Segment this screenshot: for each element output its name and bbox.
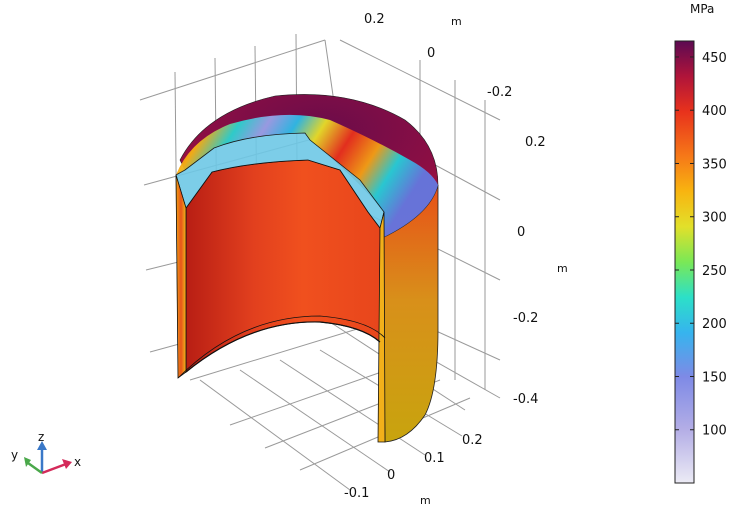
x-tick: -0.1 <box>344 486 369 501</box>
triad-y-head <box>24 457 31 467</box>
z-tick: -0.2 <box>513 311 538 326</box>
grid-line <box>239 369 391 473</box>
left-cut-edge <box>175 174 187 379</box>
y-tick: 0 <box>427 46 435 61</box>
inner-top-ring <box>175 132 385 229</box>
x-axis-label: m <box>420 494 431 507</box>
colorbar-tick-label: 150 <box>702 370 727 385</box>
right-cut-edge <box>377 211 386 443</box>
triad-x-arrow <box>41 462 67 475</box>
colorbar-gradient <box>674 40 695 484</box>
inner-wall-surface <box>185 159 381 373</box>
axis-triad: z x y <box>11 430 81 475</box>
colorbar-ticks: 100 150 200 250 300 350 400 450 <box>675 51 727 439</box>
y-axis: 0.2 0 -0.2 m <box>364 12 512 100</box>
triad-z-head <box>37 441 47 450</box>
bottom-inner-arc <box>185 321 381 373</box>
colorbar: MPa 100 150 200 250 300 350 400 450 <box>674 2 727 484</box>
colorbar-tick-label: 100 <box>702 424 727 439</box>
z-axis-label: m <box>557 262 568 275</box>
colorbar-tick-label: 250 <box>702 264 727 279</box>
colorbar-tick-label: 350 <box>702 157 727 172</box>
triad-x-label: x <box>74 455 81 469</box>
colorbar-tick-label: 450 <box>702 51 727 66</box>
grid-line <box>139 39 326 101</box>
stress-bands <box>176 114 438 238</box>
z-tick: -0.4 <box>513 392 538 407</box>
triad-y-label: y <box>11 448 18 462</box>
triad-z-label: z <box>38 430 44 444</box>
triad-y-arrow <box>27 461 43 475</box>
grid-line <box>189 321 381 381</box>
z-tick: 0 <box>517 225 525 240</box>
y-axis-label: m <box>451 15 462 28</box>
bottom-outer-arc <box>177 315 386 379</box>
z-tick: 0.2 <box>525 135 546 150</box>
cylinder-vessel-surface <box>175 94 439 443</box>
x-tick: 0 <box>387 468 395 483</box>
y-tick: -0.2 <box>487 85 512 100</box>
z-axis: 0.2 0 -0.2 -0.4 m <box>513 135 568 407</box>
colorbar-tick-label: 400 <box>702 104 727 119</box>
grid-line <box>279 359 426 456</box>
grid-line <box>199 379 351 491</box>
x-axis: 0.2 0.1 0 -0.1 m <box>344 433 483 507</box>
y-tick: 0.2 <box>364 12 385 27</box>
x-tick: 0.2 <box>462 433 483 448</box>
colorbar-tick-label: 200 <box>702 317 727 332</box>
colorbar-tick-label: 300 <box>702 211 727 226</box>
triad-x-head <box>62 459 72 469</box>
colorbar-unit: MPa <box>690 2 714 16</box>
x-tick: 0.1 <box>424 451 445 466</box>
